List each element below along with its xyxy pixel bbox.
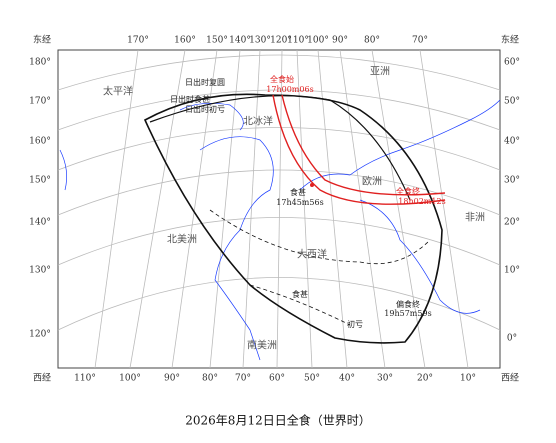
edge-label: 90° [332, 36, 348, 46]
map-frame [57, 49, 501, 369]
region-label: 亚洲 [370, 66, 390, 78]
region-label: 北美洲 [167, 233, 197, 246]
edge-label: 140° [229, 36, 251, 46]
edge-label: 60° [269, 374, 285, 384]
edge-label: 90° [164, 374, 180, 384]
edge-label: 150° [206, 36, 228, 46]
edge-label: 100° [119, 374, 141, 384]
edge-label: 0° [507, 334, 517, 344]
totality-start-label: 全食始 [270, 74, 294, 84]
edge-label: 130° [29, 266, 51, 276]
greatest-point [310, 183, 314, 187]
edge-label: 140° [29, 218, 51, 228]
regions: 太平洋 北冰洋 亚洲 欧洲 非洲 北美洲 大西洋 南美洲 [103, 66, 485, 352]
edge-label: 170° [29, 97, 51, 107]
curve-label: 初亏 [347, 319, 363, 329]
coastlines [59, 99, 501, 361]
edge-label: 110° [74, 374, 96, 384]
right-labels: 60° 50° 40° 30° 20° 10° 0° [504, 58, 520, 344]
edge-label: 40° [339, 374, 355, 384]
curve-label: 日出时复圆 [185, 77, 225, 87]
edge-label: 60° [504, 58, 520, 68]
edge-label: 100° [307, 36, 329, 46]
region-label: 大西洋 [297, 248, 327, 261]
totality-north-limit [272, 94, 446, 205]
edge-label: 160° [174, 36, 196, 46]
annotations: 全食始 17h00m06s 全食终 18h02m12s 食甚 17h45m56s… [170, 74, 446, 329]
region-label: 太平洋 [103, 85, 133, 98]
edge-label: 120° [270, 36, 292, 46]
caption: 2026年8月12日日全食（世界时） [185, 413, 370, 428]
sunrise-curve [149, 95, 411, 201]
region-label: 南美洲 [247, 339, 277, 352]
greatest-curve [209, 209, 431, 265]
region-label: 非洲 [465, 212, 485, 224]
totality-end-label: 全食终 [396, 186, 420, 196]
partial-end-time: 19h57m59s [384, 309, 431, 318]
region-label: 北冰洋 [243, 115, 273, 128]
partial-end-label: 偏食终 [396, 299, 420, 309]
edge-label: 10° [460, 374, 476, 384]
edge-label: 30° [504, 176, 520, 186]
edge-label: 80° [364, 36, 380, 46]
edge-label: 70° [235, 374, 251, 384]
first-contact-curve [249, 284, 351, 326]
greatest-time: 17h45m56s [276, 198, 323, 207]
edge-label: 110° [287, 36, 309, 46]
edge-label: 10° [504, 266, 520, 276]
totality-start-time: 17h00m06s [266, 85, 313, 94]
region-label: 欧洲 [362, 176, 382, 188]
curve-label: 日出时初亏 [185, 104, 225, 114]
edge-label: 170° [127, 36, 149, 46]
left-labels: 180° 170° 160° 150° 140° 130° 120° [29, 58, 51, 340]
top-labels: 东经 170° 160° 150° 140° 130° 120° 110° 10… [33, 34, 519, 46]
bottom-labels: 西经 110° 100° 90° 80° 70° 60° 50° 40° 30°… [33, 372, 519, 384]
edge-label: 130° [249, 36, 271, 46]
totality-south-limit [281, 94, 446, 196]
edge-label: 50° [304, 374, 320, 384]
edge-label: 40° [504, 137, 520, 147]
edge-label: 西经 [33, 372, 51, 384]
curve-label: 食甚 [292, 289, 308, 299]
edge-label: 东经 [33, 34, 51, 46]
greatest-label: 食甚 [290, 187, 306, 197]
edge-label: 30° [377, 374, 393, 384]
edge-label: 120° [29, 330, 51, 340]
edge-label: 20° [417, 374, 433, 384]
curve-label: 日出时食甚 [170, 94, 210, 104]
totality-end-time: 18h02m12s [398, 197, 445, 206]
edge-label: 70° [412, 36, 428, 46]
edge-label: 180° [29, 58, 51, 68]
edge-label: 20° [504, 218, 520, 228]
edge-label: 西经 [501, 372, 519, 384]
edge-label: 50° [504, 97, 520, 107]
edge-label: 东经 [501, 34, 519, 46]
edge-label: 150° [29, 176, 51, 186]
edge-label: 80° [202, 374, 218, 384]
edge-label: 160° [29, 137, 51, 147]
